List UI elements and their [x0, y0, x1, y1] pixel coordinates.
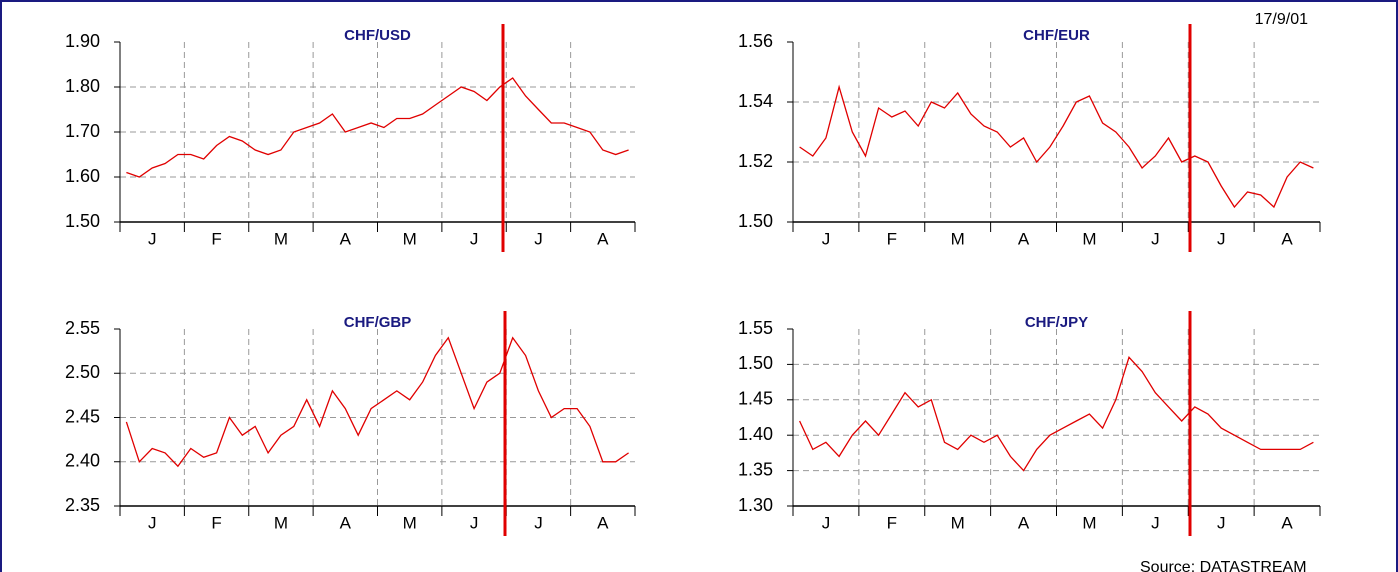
x-tick-label: A [1281, 229, 1293, 248]
y-tick-label: 2.45 [65, 406, 100, 426]
x-tick-label: M [1082, 513, 1096, 532]
price-line [799, 84, 1314, 209]
x-tick-label: J [1151, 229, 1160, 248]
y-tick-label: 1.80 [65, 76, 100, 96]
y-tick-label: 2.50 [65, 362, 100, 382]
chart-title: CHF/EUR [1023, 27, 1090, 44]
x-tick-label: F [887, 513, 897, 532]
x-tick-label: A [340, 229, 352, 248]
y-tick-label: 1.45 [738, 389, 773, 409]
x-tick-label: J [1151, 513, 1160, 532]
x-tick-label: F [887, 229, 897, 248]
x-tick-label: J [1217, 229, 1226, 248]
chart-title: CHF/GBP [344, 314, 412, 331]
y-tick-label: 1.55 [738, 318, 773, 338]
price-line [126, 77, 629, 178]
y-tick-label: 1.50 [738, 211, 773, 231]
price-line [125, 336, 629, 468]
x-tick-label: J [148, 229, 157, 248]
x-tick-label: J [822, 513, 831, 532]
x-tick-label: A [597, 513, 609, 532]
x-tick-label: M [403, 229, 417, 248]
y-tick-label: 1.30 [738, 495, 773, 515]
y-tick-label: 1.90 [65, 31, 100, 51]
price-line [799, 356, 1314, 472]
x-tick-label: M [274, 229, 288, 248]
x-tick-label: A [597, 229, 609, 248]
x-tick-label: M [274, 513, 288, 532]
x-tick-label: J [534, 513, 543, 532]
x-tick-label: J [470, 513, 479, 532]
x-tick-label: M [951, 229, 965, 248]
y-tick-label: 1.40 [738, 424, 773, 444]
y-tick-label: 1.56 [738, 31, 773, 51]
x-tick-label: J [470, 229, 479, 248]
y-tick-label: 2.40 [65, 451, 100, 471]
x-tick-label: A [340, 513, 352, 532]
x-tick-label: J [534, 229, 543, 248]
x-tick-label: M [403, 513, 417, 532]
date-label: 17/9/01 [1255, 11, 1308, 28]
y-tick-label: 1.50 [65, 211, 100, 231]
y-tick-label: 2.35 [65, 495, 100, 515]
x-tick-label: M [951, 513, 965, 532]
x-tick-label: J [822, 229, 831, 248]
x-tick-label: M [1082, 229, 1096, 248]
y-tick-label: 1.50 [738, 353, 773, 373]
x-tick-label: A [1018, 513, 1030, 532]
y-tick-label: 1.60 [65, 166, 100, 186]
x-tick-label: A [1018, 229, 1030, 248]
source-label: Source: DATASTREAM [1140, 559, 1307, 572]
x-tick-label: J [148, 513, 157, 532]
y-tick-label: 1.54 [738, 91, 773, 111]
x-tick-label: F [211, 229, 221, 248]
y-tick-label: 1.70 [65, 121, 100, 141]
x-tick-label: F [211, 513, 221, 532]
y-tick-label: 1.52 [738, 151, 773, 171]
x-tick-label: A [1281, 513, 1293, 532]
chart-title: CHF/USD [344, 27, 411, 44]
chart-title: CHF/JPY [1025, 314, 1088, 331]
y-tick-label: 1.35 [738, 459, 773, 479]
y-tick-label: 2.55 [65, 318, 100, 338]
x-tick-label: J [1217, 513, 1226, 532]
